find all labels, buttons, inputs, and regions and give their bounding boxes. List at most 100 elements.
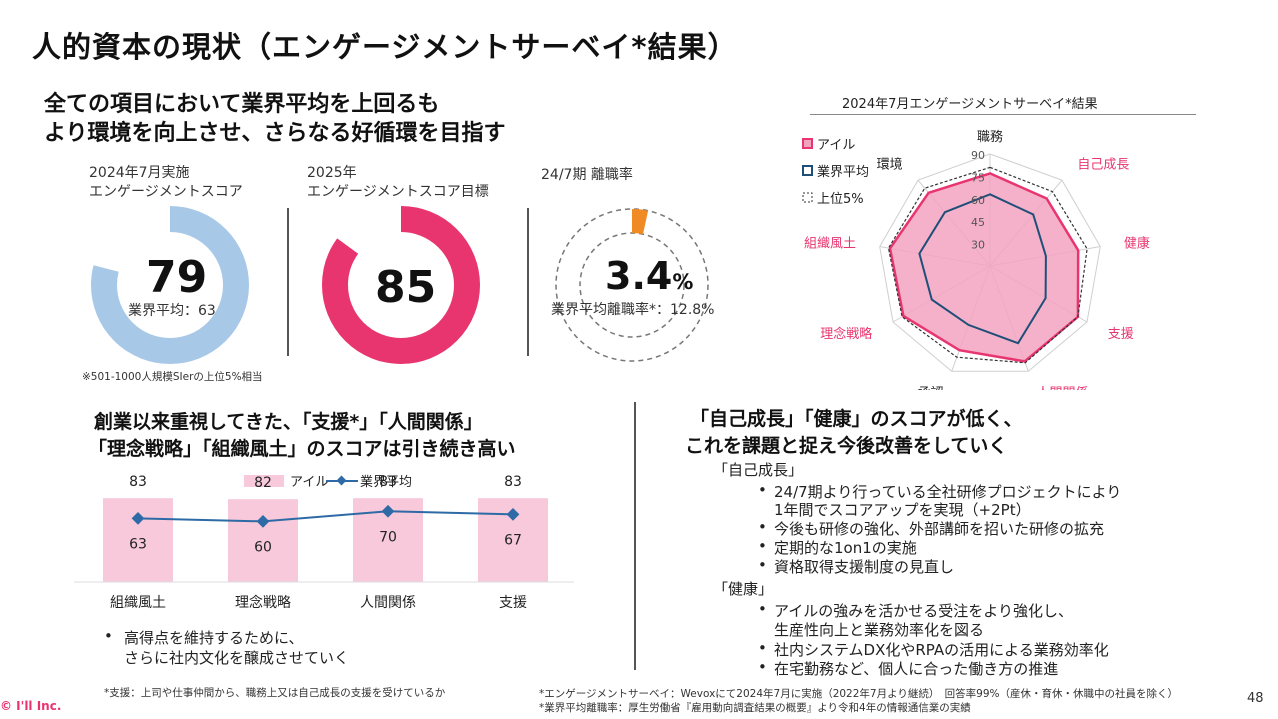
radar-category-label: 人間関係 xyxy=(1037,386,1089,390)
score-2024-industry-avg: 業界平均：63 xyxy=(128,303,216,319)
section-title-health: 「健康」 xyxy=(713,580,774,598)
self-growth-item-1-line-2: 1年間でスコアアップを実現（+2Pt） xyxy=(774,501,1031,519)
legend-swatch-ile xyxy=(244,475,284,487)
legend-swatch-top5 xyxy=(802,192,813,203)
page-title: 人的資本の現状（エンゲージメントサーベイ*結果） xyxy=(32,30,738,64)
footnote-turnover: *業界平均離職率：厚生労働省『雇用動向調査結果の概要』より令和4年の情報通信業の… xyxy=(539,702,971,714)
score-2025-value: 85 xyxy=(375,262,437,313)
industry-avg-value: 63 xyxy=(129,536,147,552)
footnote-support: *支援：上司や仕事仲間から、職務上又は自己成長の支援を受けているか xyxy=(104,687,446,699)
turnover-arc xyxy=(556,209,708,361)
category-label: 人間関係 xyxy=(360,595,416,611)
kpi-2024-label-2: エンゲージメントスコア xyxy=(89,184,243,200)
score-2025-donut xyxy=(322,206,480,364)
bar-value-ile: 83 xyxy=(129,474,147,490)
radar-chart: 30 45 60 75 90 職務自己成長健康支援人間関係 承認 理念戦略 組織風土 環境 アイル… xyxy=(802,130,1150,390)
score-2024-value: 79 xyxy=(146,252,208,303)
headline-line-1: 全ての項目において業界平均を上回るも xyxy=(44,92,440,117)
health-item-1-line-1: アイルの強みを活かせる受注をより強化し、 xyxy=(774,602,1073,620)
bar-ile xyxy=(228,499,298,582)
radar-series-top5 xyxy=(887,166,1088,364)
turnover-unit: % xyxy=(672,270,694,294)
radar-tick-label: 90 xyxy=(971,149,985,162)
bar-value-ile: 82 xyxy=(254,475,272,491)
industry-avg-point xyxy=(256,515,270,528)
kpi-2025-label-1: 2025年 xyxy=(307,165,357,181)
health-item-1-line-2: 生産性向上と業務効率化を図る xyxy=(774,621,985,639)
industry-avg-value: 67 xyxy=(504,532,522,548)
legend-marker-industry xyxy=(336,475,347,486)
radar-series-industry xyxy=(918,193,1047,345)
radar-series-ile xyxy=(888,172,1080,363)
self-growth-item-4: 資格取得支援制度の見直し xyxy=(774,558,955,576)
radar-category-label: 支援 xyxy=(1108,327,1134,342)
legend-swatch-ile xyxy=(802,138,813,149)
bar-chart: アイル 業界平均 83 組織風土 82 理念戦略 83 人間関係 83 支援 63 60 70 67 xyxy=(74,474,574,611)
kpi-2024-label-1: 2024年7月実施 xyxy=(89,165,190,181)
bullet-dot: • xyxy=(758,537,767,555)
kpi-2025-label-2: エンゲージメントスコア目標 xyxy=(307,184,489,200)
radar-category-label: 健康 xyxy=(1124,236,1150,252)
legend-label-ile: アイル xyxy=(817,138,855,153)
turnover-industry-avg: 業界平均離職率*：12.8% xyxy=(551,302,715,318)
industry-avg-value: 60 xyxy=(254,539,272,555)
headline-line-2: より環境を向上させ、さらなる好循環を目指す xyxy=(44,121,506,146)
bullet-dot: • xyxy=(758,639,767,657)
section-title-self-growth: 「自己成長」 xyxy=(713,461,804,479)
left-bullet-dot: • xyxy=(104,627,113,645)
legend-label-ile: アイル xyxy=(290,475,328,490)
bullet-dot: • xyxy=(758,600,767,618)
radar-grid-ring xyxy=(879,153,1101,372)
divider xyxy=(634,402,636,670)
category-label: 支援 xyxy=(499,595,527,611)
turnover-label: 24/7期 離職率 xyxy=(541,167,633,183)
radar-title: 2024年7月エンゲージメントサーベイ*結果 xyxy=(842,97,1098,112)
divider xyxy=(527,208,529,356)
radar-tick-label: 60 xyxy=(971,194,985,207)
left-heading-1: 創業以来重視してきた、「支援*」「人間関係」 xyxy=(94,411,483,433)
health-item-3: 在宅勤務など、個人に合った働き方の推進 xyxy=(774,660,1059,678)
bar-value-ile: 83 xyxy=(379,474,397,490)
turnover-value-group: 3.4% xyxy=(605,254,693,298)
legend-label-industry: 業界平均 xyxy=(817,164,869,180)
radar-title-underline xyxy=(810,114,1196,115)
radar-tick-label: 45 xyxy=(971,216,985,229)
self-growth-item-1-line-1: 24/7期より行っている全社研修プロジェクトにより xyxy=(774,483,1122,501)
legend-label-industry: 業界平均 xyxy=(360,474,412,490)
radar-category-label: 職務 xyxy=(977,130,1003,145)
bullet-dot: • xyxy=(758,556,767,574)
radar-tick-label: 75 xyxy=(971,171,985,184)
legend-swatch-industry xyxy=(802,165,813,176)
left-bullet-line-2: さらに社内文化を醸成させていく xyxy=(124,649,350,667)
industry-avg-value: 70 xyxy=(379,529,397,545)
industry-avg-line xyxy=(137,510,514,523)
score-2024-note: ※501-1000人規模SIerの上位5%相当 xyxy=(82,371,263,383)
radar-category-label: 承認 xyxy=(917,385,943,390)
score-2024-arc xyxy=(91,206,249,364)
left-bullet-line-1: 高得点を維持するために、 xyxy=(124,629,304,647)
right-heading-2: これを課題と捉え今後改善をしていく xyxy=(685,435,1008,457)
health-item-2: 社内システムDX化やRPAの活用による業務効率化 xyxy=(774,641,1109,659)
score-2025-arc xyxy=(322,206,480,364)
legend-label-top5: 上位5% xyxy=(817,192,864,207)
category-label: 組織風土 xyxy=(110,595,166,611)
bullet-dot: • xyxy=(758,658,767,676)
score-2024-donut xyxy=(91,206,249,364)
left-heading-2: 「理念戦略」「組織風土」のスコアは引き続き高い xyxy=(88,438,516,460)
self-growth-item-3: 定期的な1on1の実施 xyxy=(774,539,917,557)
radar-tick-label: 30 xyxy=(971,239,985,252)
company-logo: © I'll Inc. xyxy=(0,699,62,713)
turnover-gauge xyxy=(555,208,709,362)
divider xyxy=(287,208,289,356)
radar-category-label: 組織風土 xyxy=(804,237,856,252)
radar-category-label: 自己成長 xyxy=(1077,157,1129,172)
footnote-survey: *エンゲージメントサーベイ：Wevoxにて2024年7月に実施（2022年7月よ… xyxy=(539,688,1178,700)
self-growth-item-2: 今後も研修の強化、外部講師を招いた研修の拡充 xyxy=(774,520,1105,538)
page-number: 48 xyxy=(1247,691,1264,706)
bullet-dot: • xyxy=(758,481,767,499)
bullet-dot: • xyxy=(758,518,767,536)
radar-category-label: 環境 xyxy=(877,157,903,172)
bar-value-ile: 83 xyxy=(504,474,522,490)
radar-category-label: 理念戦略 xyxy=(820,326,872,342)
turnover-value: 3.4 xyxy=(605,254,673,298)
